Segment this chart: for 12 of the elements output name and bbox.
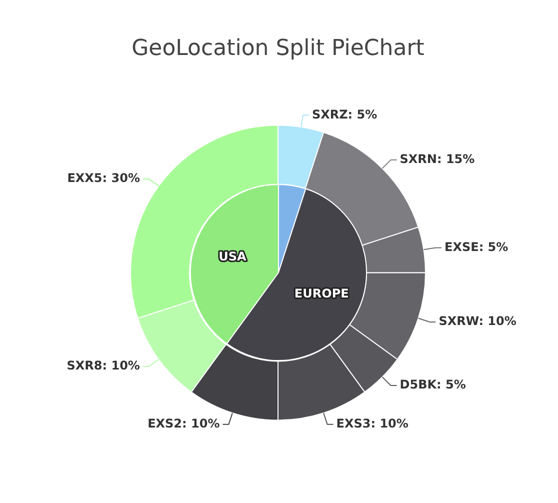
slice-label: EUROPE xyxy=(294,286,348,301)
slice-label: USA xyxy=(218,250,247,264)
slice-label: SXRN: 15% xyxy=(400,152,475,166)
slice-label: D5BK: 5% xyxy=(400,378,466,392)
slice-label: SXRW: 10% xyxy=(438,314,516,328)
slice-label: SXRZ: 5% xyxy=(312,107,378,122)
slice-label: EXSE: 5% xyxy=(444,240,508,254)
slice-label: EXS3: 10% xyxy=(336,416,408,431)
chart-title: GeoLocation Split PieChart xyxy=(132,36,425,61)
slice-label: EXS2: 10% xyxy=(148,416,220,431)
slice-label: SXR8: 10% xyxy=(66,358,140,373)
slice-label: EXX5: 30% xyxy=(67,171,140,186)
